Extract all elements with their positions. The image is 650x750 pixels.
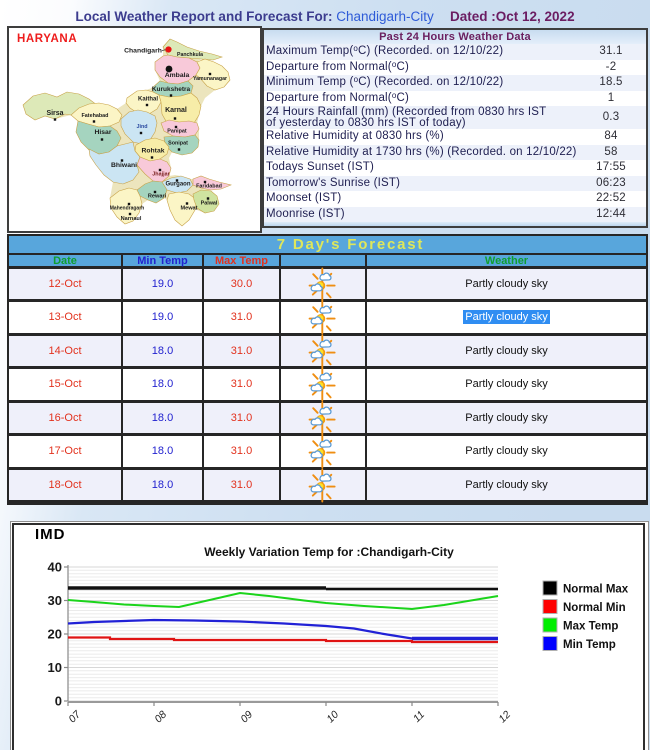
svg-text:Faridabad: Faridabad xyxy=(196,184,222,190)
svg-text:Gurgaon: Gurgaon xyxy=(166,182,191,188)
svg-text:Jind: Jind xyxy=(136,124,147,130)
svg-text:Fatehabad: Fatehabad xyxy=(82,113,109,119)
svg-text:Ambala: Ambala xyxy=(165,72,190,79)
svg-text:Jhajjar: Jhajjar xyxy=(152,172,170,178)
svg-text:40: 40 xyxy=(48,560,62,575)
svg-text:Min Temp: Min Temp xyxy=(563,639,616,651)
svg-text:Normal Max: Normal Max xyxy=(563,584,629,596)
svg-text:Palwal: Palwal xyxy=(201,201,218,207)
svg-text:10: 10 xyxy=(48,660,62,675)
svg-text:Rohtak: Rohtak xyxy=(141,148,164,155)
svg-text:10: 10 xyxy=(324,709,341,726)
svg-text:Panipat: Panipat xyxy=(167,129,187,135)
svg-text:Normal Min: Normal Min xyxy=(563,602,626,614)
svg-text:Sirsa: Sirsa xyxy=(46,110,63,117)
svg-text:07: 07 xyxy=(66,708,84,726)
svg-text:Kurukshetra: Kurukshetra xyxy=(152,86,191,93)
svg-text:Karnal: Karnal xyxy=(165,107,187,114)
svg-text:Mewat: Mewat xyxy=(180,206,197,212)
svg-text:Chandigarh: Chandigarh xyxy=(124,48,162,55)
svg-text:12: 12 xyxy=(496,709,513,726)
svg-text:11: 11 xyxy=(411,709,427,725)
svg-text:Max Temp: Max Temp xyxy=(563,621,618,633)
svg-text:Rewari: Rewari xyxy=(148,194,167,200)
svg-text:09: 09 xyxy=(238,709,255,726)
svg-text:Hisar: Hisar xyxy=(94,129,111,136)
svg-text:Mahendragarh: Mahendragarh xyxy=(110,206,144,212)
svg-text:Narnaul: Narnaul xyxy=(121,216,142,222)
svg-text:0: 0 xyxy=(55,694,62,709)
svg-text:20: 20 xyxy=(48,627,62,642)
svg-text:08: 08 xyxy=(152,709,169,726)
svg-text:Sonipat: Sonipat xyxy=(168,141,188,147)
svg-text:Yamunanagar: Yamunanagar xyxy=(193,76,227,82)
svg-text:30: 30 xyxy=(48,593,62,608)
svg-text:Panchkula: Panchkula xyxy=(177,52,203,58)
svg-text:Kaithal: Kaithal xyxy=(138,97,158,103)
svg-text:Bhiwani: Bhiwani xyxy=(111,162,137,169)
